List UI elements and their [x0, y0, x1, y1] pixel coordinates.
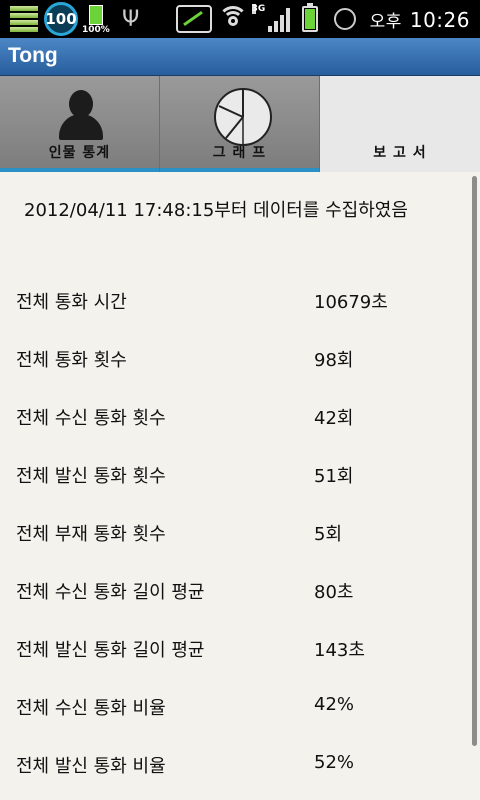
- stat-row: 전체 수신 통화 길이 평균 80초: [16, 578, 456, 618]
- tab-graph-label: 그 래 프: [212, 145, 267, 161]
- stat-label: 전체 통화 횟수: [16, 350, 127, 371]
- stat-value: 42회: [314, 408, 354, 429]
- clock: 오후 10:26: [370, 7, 470, 32]
- stat-label: 전체 발신 통화 길이 평균: [16, 640, 205, 661]
- stat-row: 전체 부재 통화 횟수 5회: [16, 520, 456, 560]
- battery-icon: [301, 3, 318, 32]
- stat-label: 전체 통화 시간: [16, 292, 127, 313]
- stat-row: 전체 수신 통화 횟수 42회: [16, 404, 456, 444]
- battery-badge-icon: 100: [44, 2, 78, 36]
- battery-small-icon: 100%: [82, 3, 110, 35]
- clock-ampm: 오후: [369, 11, 402, 32]
- stat-label: 전체 수신 통화 비율: [16, 698, 166, 719]
- tab-person-stats[interactable]: 인물 통계: [0, 76, 160, 172]
- usb-icon: Ψ: [122, 6, 140, 32]
- stat-row: 전체 발신 통화 횟수 51회: [16, 462, 456, 502]
- tab-bar: 인물 통계 그 래 프 보 고 서: [0, 76, 480, 172]
- network-type-label: 3G: [251, 4, 266, 14]
- stat-row: 전체 수신 통화 비율 42%: [16, 694, 456, 734]
- clock-time: 10:26: [409, 7, 470, 32]
- stat-value: 42%: [314, 694, 355, 715]
- stat-label: 전체 부재 통화 횟수: [16, 524, 166, 545]
- wifi-icon: [217, 6, 248, 32]
- stat-row: 전체 발신 통화 비율 52%: [16, 752, 456, 792]
- stat-value: 10679초: [314, 292, 388, 313]
- stat-row: 전체 통화 횟수 98회: [16, 346, 456, 386]
- stat-label: 전체 수신 통화 길이 평균: [16, 582, 205, 603]
- stat-label: 전체 발신 통화 횟수: [16, 466, 166, 487]
- network-blocked-icon: [175, 5, 212, 33]
- report-panel[interactable]: 2012/04/11 17:48:15부터 데이터를 수집하였음 전체 통화 시…: [0, 172, 480, 800]
- stat-value: 80초: [314, 582, 354, 603]
- battery-badge-value: 100: [45, 10, 77, 28]
- tab-report-label: 보 고 서: [373, 145, 427, 161]
- stat-row: 전체 통화 시간 10679초: [16, 288, 456, 328]
- stat-value: 5회: [314, 524, 343, 545]
- app-title: Tong: [8, 44, 58, 67]
- notification-grid-icon: [10, 6, 38, 32]
- pie-chart-icon: [214, 88, 272, 146]
- person-icon: [59, 90, 103, 140]
- stat-label: 전체 수신 통화 횟수: [16, 408, 166, 429]
- alarm-icon: [333, 8, 356, 30]
- stat-label: 전체 발신 통화 비율: [16, 756, 166, 777]
- collection-start-text: 2012/04/11 17:48:15부터 데이터를 수집하였음: [24, 200, 408, 221]
- battery-small-percent: 100%: [82, 25, 110, 35]
- tab-person-stats-label: 인물 통계: [48, 145, 111, 161]
- app-title-bar: Tong: [0, 38, 480, 76]
- stat-value: 143초: [314, 640, 365, 661]
- stat-value: 52%: [314, 752, 355, 773]
- stat-row: 전체 발신 통화 길이 평균 143초: [16, 636, 456, 676]
- signal-icon: 3G: [251, 4, 290, 32]
- status-bar: 100 100% Ψ 3G 오후 10:26: [0, 0, 480, 38]
- stat-value: 51회: [314, 466, 354, 487]
- tab-report[interactable]: 보 고 서: [320, 76, 480, 172]
- scrollbar[interactable]: [472, 176, 477, 746]
- stat-value: 98회: [314, 350, 354, 371]
